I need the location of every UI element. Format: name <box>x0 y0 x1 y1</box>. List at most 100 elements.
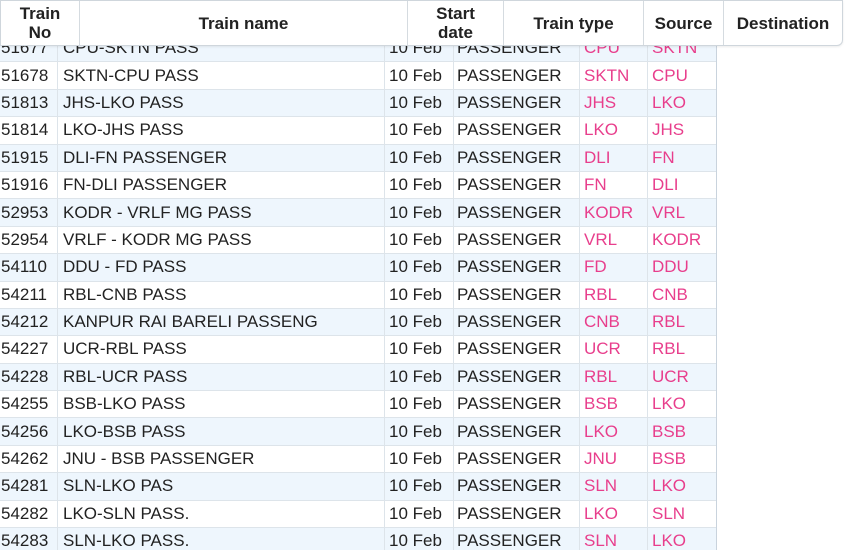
table-row[interactable]: 51678 SKTN-CPU PASS 10 Feb PASSENGER SKTN CPU <box>0 62 716 90</box>
source-cell: SLN <box>580 473 648 500</box>
start-date-cell: 10 Feb <box>385 117 454 144</box>
train-name-cell: RBL-UCR PASS <box>58 363 385 391</box>
train-type-cell: PASSENGER <box>454 144 580 171</box>
train-name-cell: VRLF - KODR MG PASS <box>58 226 385 254</box>
source-cell: CNB <box>580 308 648 336</box>
train-no-cell: 51813 <box>0 89 58 117</box>
train-no-cell: 54212 <box>0 308 58 336</box>
train-no-cell: 54262 <box>0 445 58 473</box>
source-cell: SLN <box>580 528 648 550</box>
train-name-cell: DDU - FD PASS <box>58 254 385 281</box>
table-row[interactable]: 51915 DLI-FN PASSENGER 10 Feb PASSENGER DLI F… <box>0 144 716 172</box>
start-date-cell: 10 Feb <box>385 391 454 418</box>
table-row[interactable]: 54227 UCR-RBL PASS 10 Feb PASSENGER UCR RBL <box>0 336 716 364</box>
source-cell: KODR <box>580 199 648 226</box>
train-name-cell: UCR-RBL PASS <box>58 336 385 363</box>
train-name-cell: JNU - BSB PASSENGER <box>58 445 385 473</box>
train-type-cell: PASSENGER <box>454 199 580 226</box>
table-row[interactable]: 54262 JNU - BSB PASSENGER 10 Feb PASSENGER J… <box>0 445 716 474</box>
destination-cell: RBL <box>652 339 686 359</box>
source-cell: LKO <box>580 500 648 528</box>
destination-cell: BSB <box>652 421 687 441</box>
train-type-cell: PASSENGER <box>454 226 580 254</box>
source-cell: LKO <box>580 418 648 445</box>
table-row[interactable]: 54256 LKO-BSB PASS 10 Feb PASSENGER LKO BSB <box>0 418 716 446</box>
start-date-cell: 10 Feb <box>385 528 454 550</box>
table-row[interactable]: 54283 SLN-LKO PASS. 10 Feb PASSENGER SLN LKO <box>0 528 716 550</box>
table-row[interactable]: 52953 KODR - VRLF MG PASS 10 Feb PASSENGER K… <box>0 199 716 227</box>
start-date-header-line2: date <box>438 23 473 42</box>
train-no-cell: 54228 <box>0 363 58 391</box>
column-header-source[interactable]: Source <box>644 1 724 45</box>
train-no-cell: 54227 <box>0 336 58 363</box>
train-name-cell: KANPUR RAI BARELI PASSENG <box>58 308 385 336</box>
column-header-destination[interactable]: Destination <box>736 13 830 33</box>
start-date-cell: 10 Feb <box>385 89 454 117</box>
train-no-cell: 51916 <box>0 171 58 199</box>
table-row[interactable]: 52954 VRLF - KODR MG PASS 10 Feb PASSENGER V… <box>0 226 716 255</box>
train-no-cell: 54281 <box>0 473 58 500</box>
train-type-cell: PASSENGER <box>454 363 580 391</box>
table-row[interactable]: 51916 FN-DLI PASSENGER 10 Feb PASSENGER FN DL… <box>0 171 716 200</box>
train-no-cell: 54110 <box>0 254 58 281</box>
train-no-cell: 54256 <box>0 418 58 445</box>
table-row[interactable]: 54110 DDU - FD PASS 10 Feb PASSENGER FD DDU <box>0 254 716 282</box>
column-header-train-no[interactable]: Train No <box>1 1 80 45</box>
train-name-cell: DLI-FN PASSENGER <box>58 144 385 171</box>
table-row[interactable]: 54255 BSB-LKO PASS 10 Feb PASSENGER BSB LKO <box>0 391 716 419</box>
source-cell: FN <box>580 171 648 199</box>
table-row[interactable]: 54282 LKO-SLN PASS. 10 Feb PASSENGER LKO SLN <box>0 500 716 529</box>
train-no-cell: 51915 <box>0 144 58 171</box>
train-type-cell: PASSENGER <box>454 308 580 336</box>
table-row[interactable]: 51813 JHS-LKO PASS 10 Feb PASSENGER JHS LKO <box>0 89 716 118</box>
start-date-cell: 10 Feb <box>385 418 454 445</box>
column-header-start-date[interactable]: Start date <box>408 1 504 45</box>
start-date-header-line1: Start <box>436 4 475 23</box>
train-no-cell: 54211 <box>0 281 58 308</box>
train-no-cell: 54255 <box>0 391 58 418</box>
column-header-train-type[interactable]: Train type <box>504 1 644 45</box>
train-table-body: 51677 CPU-SKTN PASS 10 Feb PASSENGER CPU SKTN… <box>0 35 717 550</box>
train-type-cell: PASSENGER <box>454 445 580 473</box>
train-type-cell: PASSENGER <box>454 171 580 199</box>
train-name-cell: FN-DLI PASSENGER <box>58 171 385 199</box>
destination-cell: BSB <box>652 449 687 469</box>
destination-cell: LKO <box>652 476 687 496</box>
table-row[interactable]: 54228 RBL-UCR PASS 10 Feb PASSENGER RBL UCR <box>0 363 716 392</box>
table-row[interactable]: 54212 KANPUR RAI BARELI PASSENG 10 Feb PASS… <box>0 308 716 337</box>
source-cell: RBL <box>580 363 648 391</box>
start-date-cell: 10 Feb <box>385 473 454 500</box>
train-type-cell: PASSENGER <box>454 418 580 445</box>
destination-cell: SLN <box>652 503 686 523</box>
destination-cell: CPU <box>652 65 688 85</box>
table-row[interactable]: 54281 SLN-LKO PAS 10 Feb PASSENGER SLN LKO <box>0 473 716 501</box>
source-cell: RBL <box>580 281 648 308</box>
table-row[interactable]: 51814 LKO-JHS PASS 10 Feb PASSENGER LKO JHS <box>0 117 716 145</box>
destination-cell: JHS <box>652 120 685 140</box>
train-type-cell: PASSENGER <box>454 254 580 281</box>
source-cell: JNU <box>580 445 648 473</box>
train-type-cell: PASSENGER <box>454 391 580 418</box>
source-cell: UCR <box>580 336 648 363</box>
train-no-header-line2: No <box>28 23 52 42</box>
column-header-train-name[interactable]: Train name <box>80 1 408 45</box>
start-date-cell: 10 Feb <box>385 308 454 336</box>
start-date-cell: 10 Feb <box>385 445 454 473</box>
train-name-cell: BSB-LKO PASS <box>58 391 385 418</box>
train-name-cell: SLN-LKO PASS. <box>58 528 385 550</box>
train-type-cell: PASSENGER <box>454 117 580 144</box>
train-type-cell: PASSENGER <box>454 528 580 550</box>
start-date-cell: 10 Feb <box>385 144 454 171</box>
train-type-cell: PASSENGER <box>454 500 580 528</box>
source-cell: BSB <box>580 391 648 418</box>
train-name-cell: LKO-SLN PASS. <box>58 500 385 528</box>
start-date-cell: 10 Feb <box>385 500 454 528</box>
table-row[interactable]: 54211 RBL-CNB PASS 10 Feb PASSENGER RBL CNB <box>0 281 716 309</box>
train-no-cell: 52954 <box>0 226 58 254</box>
source-cell: SKTN <box>580 62 648 89</box>
train-name-cell: LKO-BSB PASS <box>58 418 385 445</box>
train-no-cell: 54282 <box>0 500 58 528</box>
train-name-cell: SLN-LKO PAS <box>58 473 385 500</box>
train-no-cell: 54283 <box>0 528 58 550</box>
